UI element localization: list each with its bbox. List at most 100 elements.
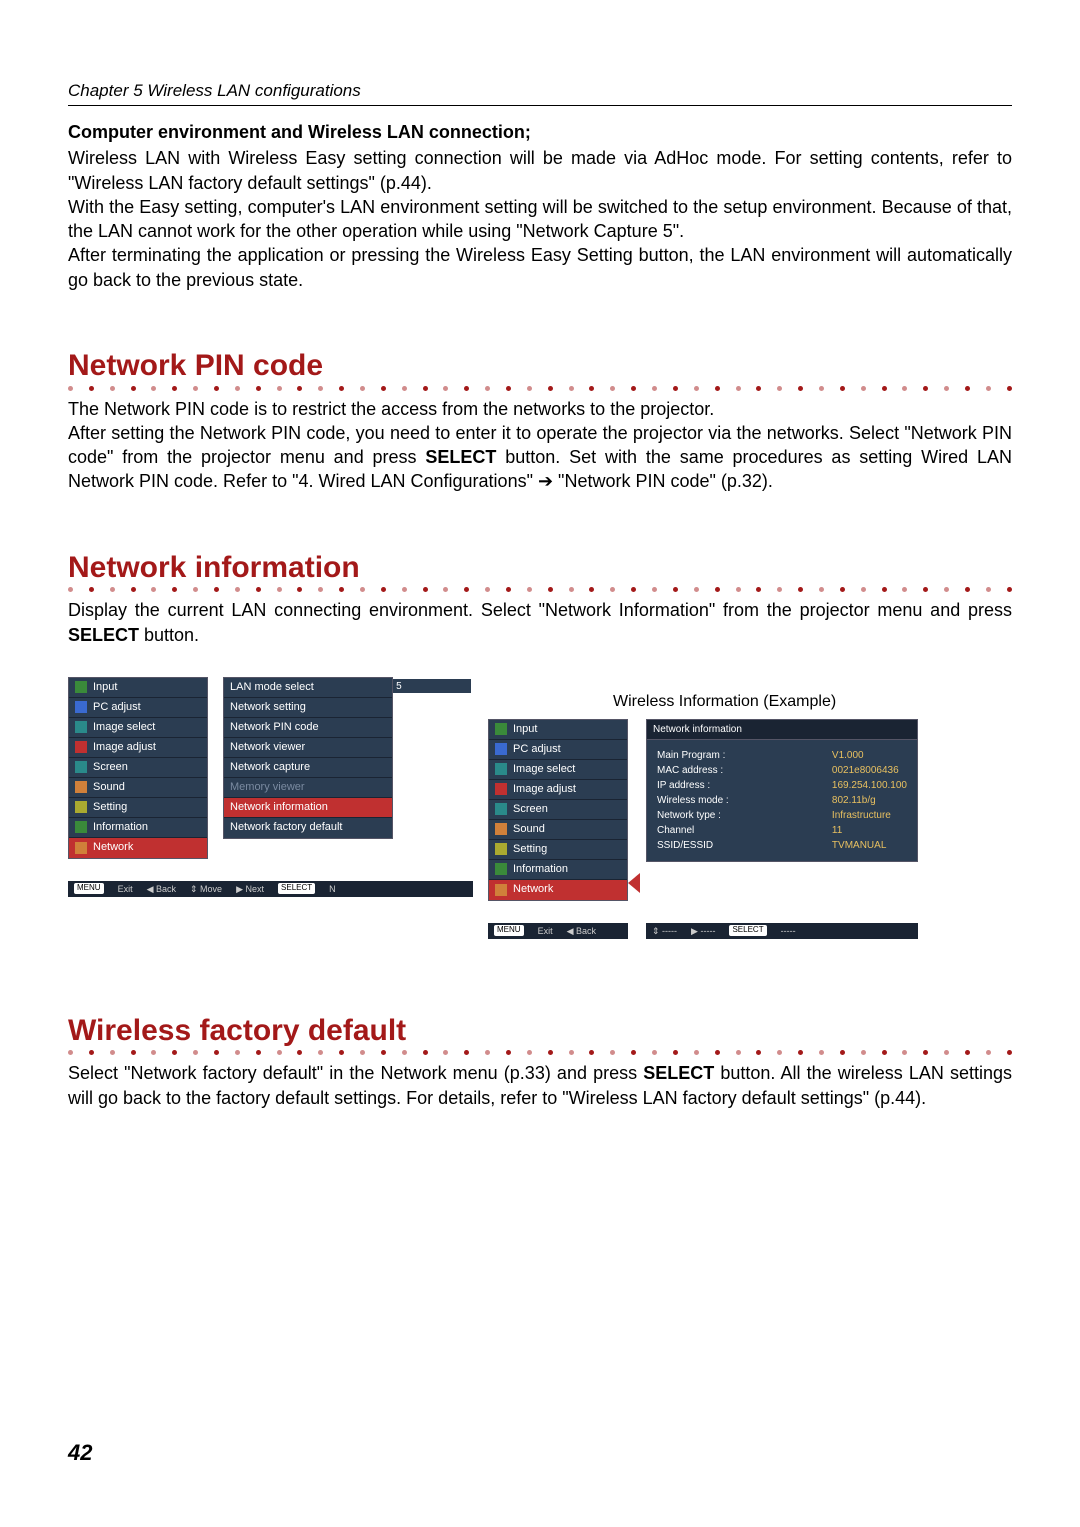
sb-exit: Exit [538, 925, 553, 937]
menu-item: Memory viewer [224, 778, 392, 798]
sb-next: ▶ Next [236, 883, 264, 895]
sb-d2: ▶ ----- [691, 925, 715, 937]
select-tag: SELECT [729, 925, 766, 936]
menu-label: Network viewer [230, 740, 305, 755]
menu-label: Network [513, 882, 553, 897]
menu-label: Network factory default [230, 820, 343, 835]
pin-p1: The Network PIN code is to restrict the … [68, 397, 1012, 421]
select-tag: SELECT [278, 883, 315, 894]
menu-item: Network information [224, 798, 392, 818]
menu-icon [495, 823, 507, 835]
menu-item: Input [69, 678, 207, 698]
menu-network-sub: LAN mode select Network setting Network P… [223, 677, 393, 839]
info-value: TVMANUAL [832, 838, 907, 853]
menu-icon [75, 701, 87, 713]
menu-icon [495, 743, 507, 755]
menu-label: PC adjust [513, 742, 561, 757]
menu-item: Image select [489, 760, 627, 780]
info-label: SSID/ESSID [657, 838, 729, 853]
select-label: SELECT [68, 625, 139, 645]
menu-item: Setting [69, 798, 207, 818]
menu-tag: MENU [494, 925, 524, 936]
cursor-icon [611, 885, 621, 895]
menu-icon [495, 763, 507, 775]
info-label: Wireless mode : [657, 793, 729, 808]
network-info-panel: Network information Main Program :MAC ad… [646, 719, 918, 863]
info-value: 802.11b/g [832, 793, 907, 808]
menu-item: Sound [489, 820, 627, 840]
menu-label: Network capture [230, 760, 310, 775]
section-netinfo-title: Network information [68, 552, 1012, 584]
menu-label: Image select [93, 720, 155, 735]
pin-p2: After setting the Network PIN code, you … [68, 421, 1012, 494]
select-label: SELECT [425, 447, 496, 467]
section-factory-title: Wireless factory default [68, 1015, 1012, 1047]
factory-p1a: Select "Network factory default" in the … [68, 1063, 643, 1083]
menu-item: PC adjust [489, 740, 627, 760]
info-labels: Main Program :MAC address :IP address :W… [657, 748, 729, 853]
menu-icon [75, 821, 87, 833]
dots-row [68, 386, 1012, 391]
menu-item: Image adjust [489, 780, 627, 800]
menu-icon [495, 843, 507, 855]
menu-item: Image select [69, 718, 207, 738]
menu-label: Input [93, 680, 117, 695]
statusbar-left: MENU Exit ◀ Back ⇕ Move ▶ Next SELECT N [68, 881, 473, 897]
menu-item: Information [69, 818, 207, 838]
intro-p3: After terminating the application or pre… [68, 243, 1012, 292]
menu-item: Screen [69, 758, 207, 778]
menu-item: Network [489, 880, 627, 900]
menu-label: LAN mode select [230, 680, 314, 695]
menu-label: Network PIN code [230, 720, 319, 735]
dots-row [68, 1050, 1012, 1055]
menu-item: Setting [489, 840, 627, 860]
select-label: SELECT [643, 1063, 714, 1083]
menu-main-left: InputPC adjustImage selectImage adjustSc… [68, 677, 208, 859]
menu-item: Image adjust [69, 738, 207, 758]
network-info-body: Main Program :MAC address :IP address :W… [647, 740, 917, 861]
menu-item: Network factory default [224, 818, 392, 838]
menu-item: Sound [69, 778, 207, 798]
menu-label: Screen [513, 802, 548, 817]
netinfo-p1: Display the current LAN connecting envir… [68, 598, 1012, 647]
menu-item: Information [489, 860, 627, 880]
menu-icon [75, 781, 87, 793]
menu-item: Input [489, 720, 627, 740]
menu-label: Information [513, 862, 568, 877]
sb-d3: ----- [781, 925, 796, 937]
menu-icon [495, 884, 507, 896]
info-label: Channel [657, 823, 729, 838]
menu-label: Image adjust [93, 740, 156, 755]
chapter-heading: Chapter 5 Wireless LAN configurations [68, 80, 1012, 106]
menu-tag: MENU [74, 883, 104, 894]
network-info-header: Network information [647, 720, 917, 741]
cursor-icon [191, 843, 201, 853]
info-value: Infrastructure [832, 808, 907, 823]
netinfo-p1b: button. [139, 625, 199, 645]
info-label: Main Program : [657, 748, 729, 763]
sb-back: ◀ Back [147, 883, 176, 895]
factory-p1: Select "Network factory default" in the … [68, 1061, 1012, 1110]
menu-item: Network PIN code [224, 718, 392, 738]
dots-row [68, 587, 1012, 592]
menu-item: Network viewer [224, 738, 392, 758]
menu-item: Network setting [224, 698, 392, 718]
menu-icon [75, 721, 87, 733]
menu-label: Screen [93, 760, 128, 775]
figure-menus: Wireless 5 Wireless Information (Example… [68, 677, 1012, 957]
sb-n: N [329, 883, 336, 895]
statusbar-right: ⇕ ----- ▶ ----- SELECT ----- [646, 923, 918, 939]
menu-label: Sound [513, 822, 545, 837]
menu-icon [495, 803, 507, 815]
example-title: Wireless Information (Example) [613, 691, 836, 713]
intro-subhead: Computer environment and Wireless LAN co… [68, 120, 1012, 144]
sb-back: ◀ Back [567, 925, 596, 937]
menu-label: Input [513, 722, 537, 737]
sb-d1: ⇕ ----- [652, 925, 677, 937]
info-value: 0021e8006436 [832, 763, 907, 778]
info-label: IP address : [657, 778, 729, 793]
menu-item: Network [69, 838, 207, 858]
info-values: V1.0000021e8006436169.254.100.100802.11b… [832, 748, 907, 853]
menu-icon [75, 681, 87, 693]
menu-label: Setting [513, 842, 547, 857]
